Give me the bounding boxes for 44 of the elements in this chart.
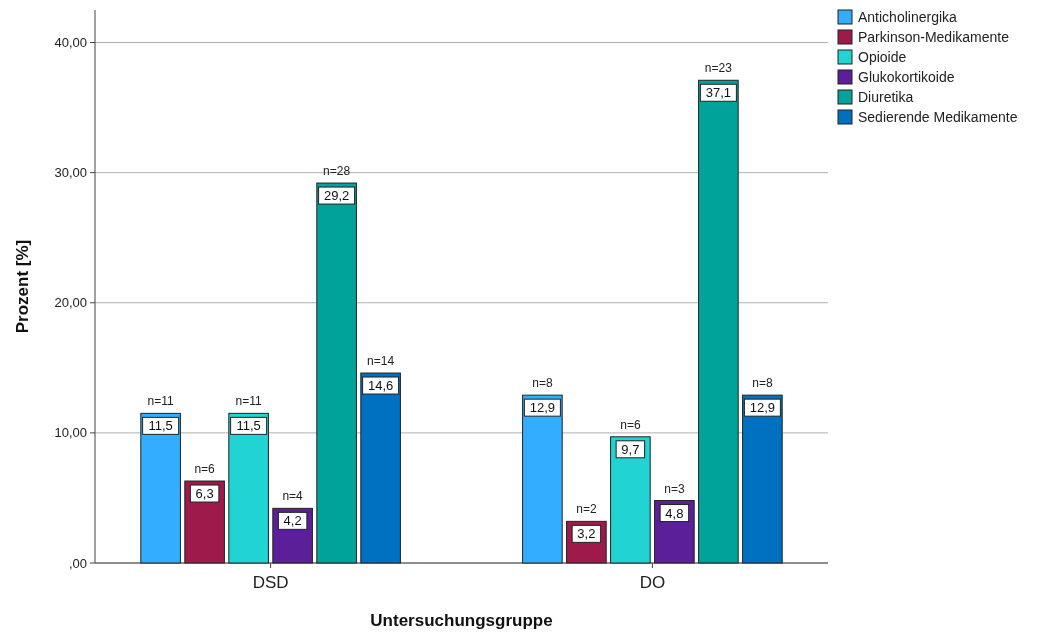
bar: [316, 182, 357, 564]
legend-label: Glukokortikoide: [858, 69, 955, 85]
data-label: 3,2: [577, 526, 596, 542]
x-axis-title: Untersuchungsgruppe: [370, 611, 553, 630]
legend-label: Diuretika: [858, 89, 914, 105]
data-label: 12,9: [529, 400, 556, 416]
data-label: 4,2: [283, 513, 302, 529]
legend-label: Opioide: [858, 49, 907, 65]
y-tick-label: 20,00: [54, 295, 87, 311]
annotation: n=11: [235, 394, 263, 409]
annotation: n=8: [532, 376, 553, 391]
data-label: 11,5: [236, 418, 261, 434]
annotation: n=11: [147, 394, 175, 409]
data-label: 14,6: [367, 378, 394, 394]
legend-label: Parkinson-Medikamente: [858, 29, 1010, 45]
annotation: n=14: [367, 354, 395, 369]
annotation: n=28: [323, 164, 351, 179]
annotation: n=2: [576, 502, 597, 517]
y-tick-label: 40,00: [54, 35, 87, 51]
data-label: 9,7: [621, 441, 640, 457]
bar: [522, 394, 563, 564]
bar: [742, 394, 783, 564]
data-label: 4,8: [665, 505, 684, 521]
data-label: 6,3: [195, 486, 214, 502]
bar: [698, 79, 739, 564]
annotation: n=3: [664, 481, 685, 496]
data-label: 37,1: [705, 85, 732, 101]
x-tick-label: DO: [639, 573, 666, 592]
annotation: n=4: [282, 489, 304, 504]
annotation: n=6: [194, 462, 216, 477]
x-tick-label: DSD: [252, 573, 289, 592]
bar: [360, 372, 401, 564]
data-label: 11,5: [148, 418, 173, 434]
annotation: n=23: [704, 61, 733, 76]
annotation: n=6: [620, 417, 641, 432]
y-tick-label: 30,00: [54, 165, 87, 181]
data-label: 12,9: [749, 400, 776, 416]
y-axis-title: Prozent [%]: [13, 239, 32, 334]
legend-label: Sedierende Medikamente: [858, 109, 1018, 125]
y-tick-label: 10,00: [54, 425, 87, 441]
data-label: 29,2: [323, 188, 350, 204]
annotation: n=8: [752, 376, 773, 391]
y-tick-label: ,00: [68, 555, 87, 571]
legend-label: Anticholinergika: [858, 9, 958, 25]
